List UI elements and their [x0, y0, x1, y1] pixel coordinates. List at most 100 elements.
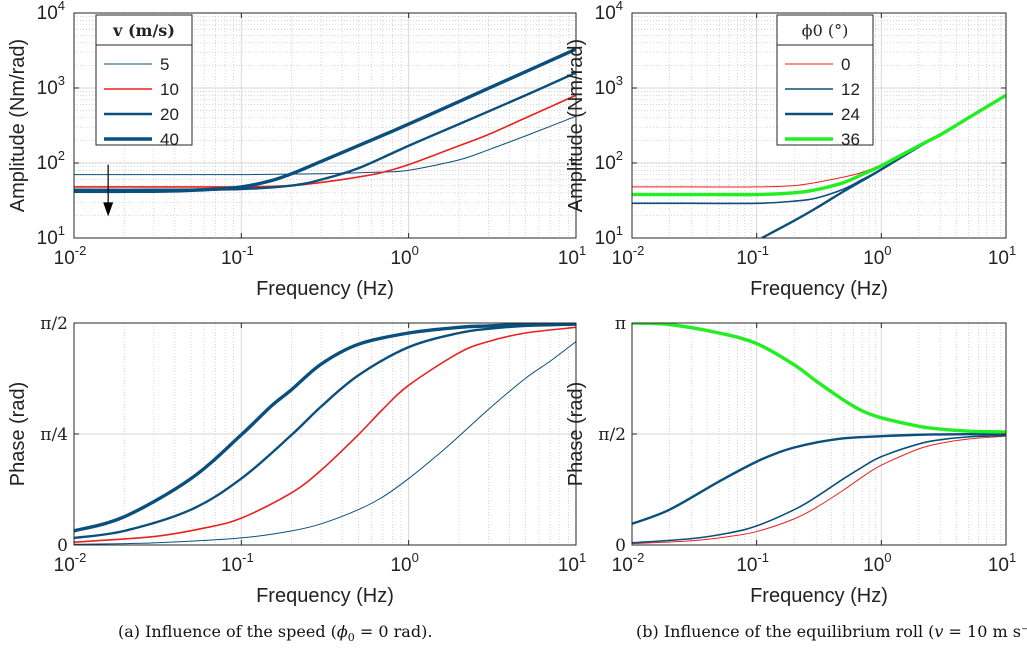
legend: v (m/s) 5 10 20 40	[95, 14, 193, 149]
legend-box	[776, 14, 874, 146]
legend-label-0: 0	[841, 55, 850, 74]
y-tick-exponent: 3	[58, 73, 65, 88]
x-tick-label: 10-2	[612, 243, 645, 269]
x-axis-label: Frequency (Hz)	[256, 278, 394, 300]
y-tick-label: 0	[615, 536, 626, 556]
y-tick-label: π/4	[40, 425, 68, 445]
y-tick-label: 101	[37, 223, 65, 249]
x-tick-exponent: 0	[884, 243, 891, 258]
series-line-40	[74, 47, 576, 194]
series-line-36	[632, 93, 1006, 197]
down-arrow-icon	[103, 164, 114, 217]
caption-b-prefix: (b) Influence of the equilibrium roll (	[636, 622, 935, 641]
y-tick-base: 10	[37, 3, 58, 24]
legend-label-10: 10	[160, 80, 179, 99]
y-tick-exponent: 3	[616, 73, 623, 88]
x-tick-label: 100	[863, 243, 891, 269]
x-axis-label: Frequency (Hz)	[750, 278, 888, 300]
phase-plot-speed: 1 0 -2 10-1 100 101 0 π/4 π/2 Frequency (Hz) Phase…	[7, 314, 586, 607]
caption-b-suffix: = 10 m s⁻	[943, 622, 1027, 641]
y-tick-base: 10	[37, 153, 58, 174]
x-tick-exponent: 0	[884, 550, 891, 565]
x-tick-exponent: 0	[412, 550, 419, 565]
x-axis-label: Frequency (Hz)	[750, 585, 888, 607]
series-group	[632, 323, 1006, 545]
x-tick-exponent: -1	[242, 550, 254, 565]
x-tick-exponent: -2	[633, 550, 645, 565]
y-tick-label: π	[615, 314, 626, 334]
x-axis-label: Frequency (Hz)	[256, 585, 394, 607]
y-tick-exponent: 1	[616, 223, 623, 238]
y-tick-label: 103	[37, 73, 65, 99]
series-line-0	[632, 435, 1006, 545]
x-tick-label: 10-1	[221, 550, 254, 576]
grid	[74, 323, 576, 545]
legend: ϕ0 (°) 0 12 24 36	[776, 14, 874, 149]
y-tick-label: 101	[595, 223, 623, 249]
caption-b-var: v	[934, 622, 944, 641]
caption-a: (a) Influence of the speed (ϕ0 = 0 rad).	[118, 622, 432, 644]
series-line-10	[74, 326, 576, 543]
x-tick-label: 100	[390, 243, 418, 269]
series-group	[74, 47, 576, 194]
series-line-20	[74, 323, 576, 540]
series-line-24	[632, 432, 1006, 525]
caption-a-prefix: (a) Influence of the speed (	[118, 622, 337, 641]
caption-a-suffix: = 0 rad).	[354, 622, 433, 641]
legend-title: v (m/s)	[112, 21, 175, 40]
y-tick-base: 10	[595, 3, 616, 24]
y-tick-exponent: 2	[58, 148, 65, 163]
y-tick-label: 102	[595, 148, 623, 174]
caption-a-phi: ϕ	[336, 622, 348, 641]
legend-label-5: 5	[160, 55, 169, 74]
x-tick-exponent: -1	[757, 550, 769, 565]
series-line-36	[632, 323, 1006, 434]
y-tick-base: 10	[37, 78, 58, 99]
caption-b: (b) Influence of the equilibrium roll (v…	[636, 622, 1027, 641]
x-tick-exponent: 1	[1009, 550, 1016, 565]
legend-label-20: 20	[160, 105, 179, 124]
series-line-40	[74, 323, 576, 533]
series-line-5	[74, 115, 576, 176]
y-tick-base: 10	[595, 78, 616, 99]
y-tick-exponent: 4	[616, 0, 623, 13]
axes-box	[631, 12, 1007, 239]
x-tick-exponent: -1	[757, 243, 769, 258]
x-tick-exponent: 1	[579, 243, 586, 258]
x-tick-exponent: 1	[1009, 243, 1016, 258]
legend-label-24: 24	[841, 105, 860, 124]
series-line-10	[74, 94, 576, 188]
x-tick-label: 100	[390, 550, 418, 576]
series-group	[74, 323, 576, 545]
y-tick-label: 103	[595, 73, 623, 99]
y-tick-label: 102	[37, 148, 65, 174]
x-tick-label: 101	[558, 550, 586, 576]
y-tick-label: π/2	[40, 314, 68, 334]
x-tick-label: 101	[558, 243, 586, 269]
x-tick-exponent: -2	[633, 243, 645, 258]
grid	[632, 323, 1006, 545]
y-tick-label: π/2	[598, 425, 626, 445]
legend-box	[95, 14, 193, 146]
series-line-5	[74, 341, 576, 545]
legend-label-40: 40	[160, 130, 179, 149]
x-tick-label: 101	[988, 550, 1016, 576]
legend-label-12: 12	[841, 80, 860, 99]
x-tick-label: 10-1	[221, 243, 254, 269]
y-tick-exponent: 2	[616, 148, 623, 163]
x-tick-label: 10-1	[736, 550, 769, 576]
phase-plot-roll: 1 0 -2 10-1 100 101 0 π/2 π Frequency (Hz) Phase (…	[565, 314, 1016, 607]
y-tick-label: 104	[595, 0, 623, 24]
y-tick-label: 104	[37, 0, 65, 24]
x-tick-label: 10-2	[54, 243, 87, 269]
y-tick-label: 0	[57, 536, 68, 556]
legend-label-36: 36	[841, 130, 860, 149]
axes-box	[73, 12, 577, 239]
x-tick-exponent: 0	[412, 243, 419, 258]
x-tick-label: 10-1	[736, 243, 769, 269]
arrow-head	[103, 202, 114, 217]
y-tick-base: 10	[37, 228, 58, 249]
y-tick-base: 10	[595, 153, 616, 174]
